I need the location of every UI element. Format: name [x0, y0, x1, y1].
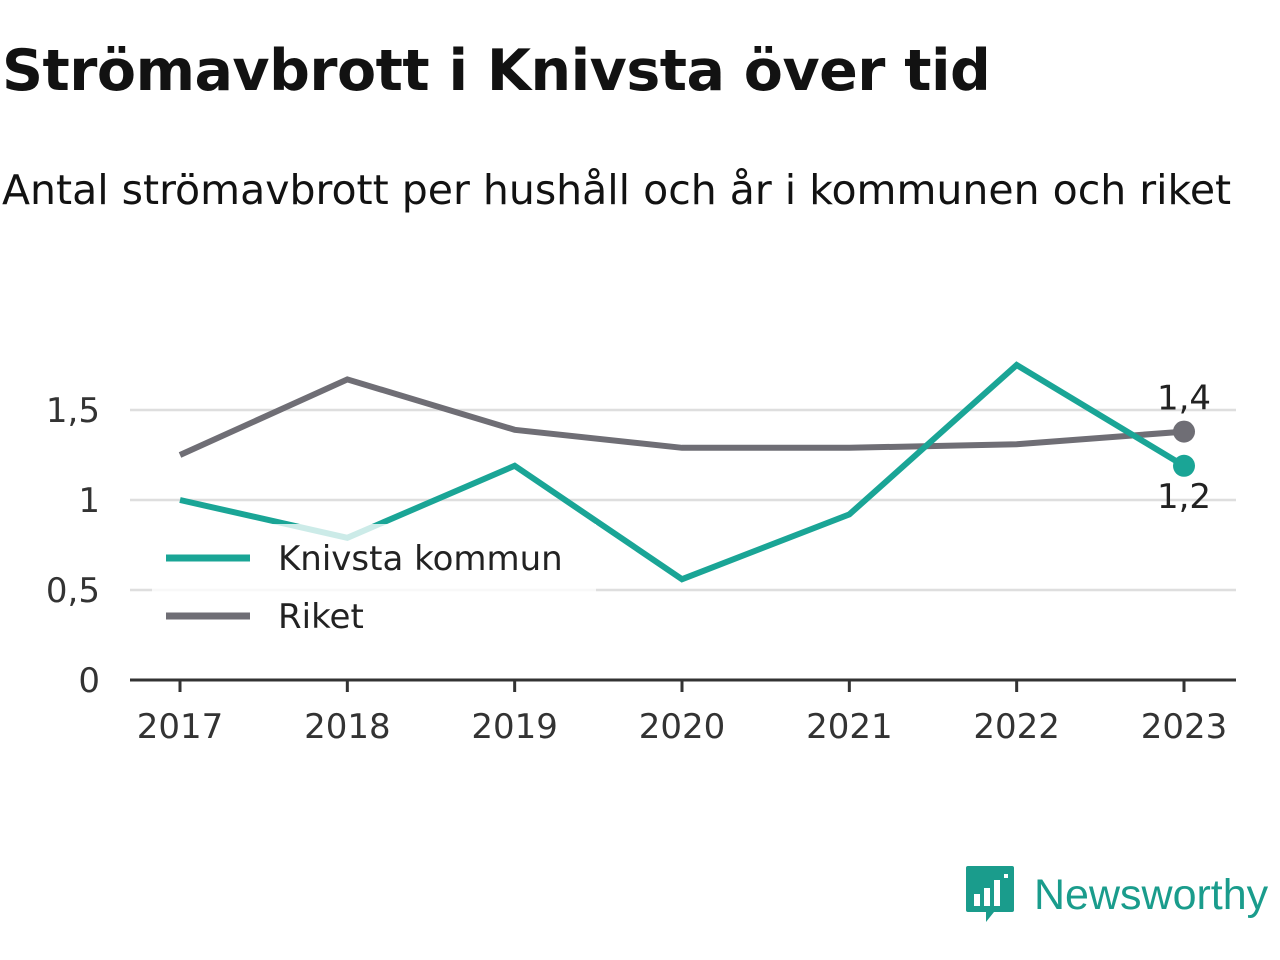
y-tick-label-0: 0	[78, 661, 100, 701]
x-tick-label-0: 2017	[137, 707, 224, 747]
legend: Knivsta kommun Riket	[152, 524, 596, 642]
x-tick-label-5: 2022	[973, 707, 1060, 747]
legend-label-1: Riket	[278, 597, 364, 637]
series-line-1	[178, 376, 1185, 458]
series-end-label-0: 1,2	[1157, 477, 1211, 517]
chart-title: Strömavbrott i Knivsta över tid	[2, 38, 991, 104]
y-tick-label-3: 1,5	[46, 391, 100, 431]
legend-label-0: Knivsta kommun	[278, 539, 563, 579]
legend-background	[152, 524, 596, 642]
y-tick-label-1: 0,5	[46, 571, 100, 611]
x-tick-label-6: 2023	[1141, 707, 1228, 747]
line-chart: 0 0,5 1 1,5 2017 2018 2019 2020 2021 2022 2023 Kniv…	[46, 361, 1236, 747]
brand-logo: Newsworthy	[964, 864, 1268, 926]
series-end-point-1	[1173, 420, 1195, 443]
x-tick-label-4: 2021	[806, 707, 893, 747]
x-tick-label-3: 2020	[639, 707, 726, 747]
brand-name: Newsworthy	[1034, 870, 1269, 919]
chart-subtitle: Antal strömavbrott per hushåll och år i …	[2, 166, 1232, 214]
y-tick-label-2: 1	[78, 481, 100, 521]
series-end-point-0	[1173, 454, 1195, 477]
x-tick-label-2: 2019	[471, 707, 558, 747]
newsworthy-logo-icon	[966, 866, 1014, 922]
x-tick-label-1: 2018	[304, 707, 391, 747]
series-end-label-1: 1,4	[1157, 379, 1211, 419]
